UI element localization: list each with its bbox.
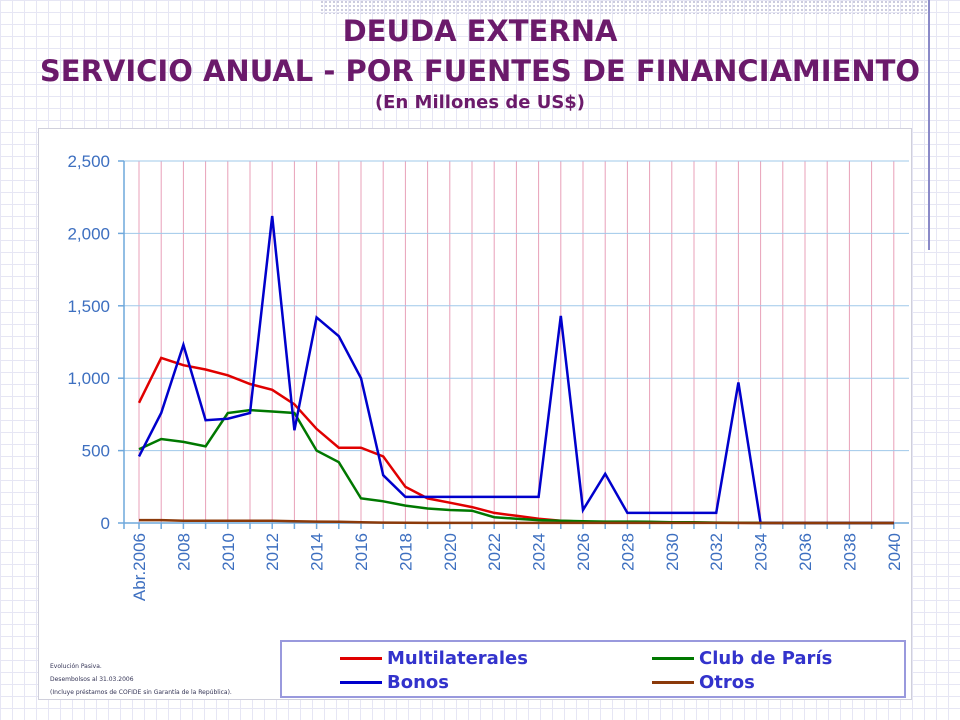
footnote-3: (Incluye préstamos de COFIDE sin Garantí… <box>50 689 232 696</box>
x-tick-label: 2038 <box>840 533 859 571</box>
y-tick-label: 1,500 <box>67 297 110 316</box>
legend-label-bonos: Bonos <box>387 672 449 693</box>
x-tick-label: 2018 <box>396 533 415 571</box>
legend-label-multilaterales: Multilaterales <box>387 648 528 669</box>
title-line-1: DEUDA EXTERNA <box>342 14 618 48</box>
x-tick-label: 2026 <box>574 533 593 571</box>
legend-label-otros: Otros <box>699 672 755 693</box>
series-line-otros <box>139 518 894 525</box>
x-tick-label: 2022 <box>485 533 504 571</box>
y-tick-label: 0 <box>101 514 110 533</box>
x-tick-label: 2032 <box>707 533 726 571</box>
legend-item-club-de-paris: Club de París <box>652 648 832 669</box>
decorative-top-band <box>320 0 930 14</box>
x-tick-label: 2014 <box>308 533 327 571</box>
legend-item-bonos: Bonos <box>340 672 449 693</box>
decorative-right-rule <box>928 0 930 250</box>
line-chart: 0 500 1,000 1,500 2,000 2,500 Abr.2006 2008 2010… <box>67 152 909 601</box>
x-tick-label: 2040 <box>885 533 904 571</box>
legend-swatch-bonos <box>340 681 382 684</box>
title-line-3: (En Millones de US$) <box>374 92 586 113</box>
x-tick-label: 2020 <box>441 533 460 571</box>
y-tick-label: 1,000 <box>67 369 110 388</box>
legend-item-multilaterales: Multilaterales <box>340 648 528 669</box>
legend-swatch-club-de-paris <box>652 657 694 660</box>
footnote-1: Evolución Pasiva. <box>50 663 102 670</box>
x-tick-label: 2010 <box>219 533 238 571</box>
legend-swatch-multilaterales <box>340 657 382 660</box>
x-tick-label: Abr.2006 <box>130 533 149 601</box>
x-tick-label: 2034 <box>752 533 771 571</box>
chart-legend: Multilaterales Club de París Bonos Otros <box>280 640 906 698</box>
footnotes: Evolución Pasiva. Desembolsos al 31.03.2… <box>50 660 275 699</box>
title-line-2: SERVICIO ANUAL - POR FUENTES DE FINANCIA… <box>39 54 921 88</box>
y-tick-label: 2,500 <box>67 152 110 171</box>
x-tick-label: 2028 <box>618 533 637 571</box>
legend-item-otros: Otros <box>652 672 755 693</box>
legend-label-club-de-paris: Club de París <box>699 648 833 669</box>
legend-swatch-otros <box>652 681 694 684</box>
footnote-2: Desembolsos al 31.03.2006 <box>50 676 134 683</box>
x-tick-label: 2016 <box>352 533 371 571</box>
x-tick-label: 2036 <box>796 533 815 571</box>
y-tick-label: 500 <box>82 442 110 461</box>
y-tick-label: 2,000 <box>67 224 110 243</box>
x-tick-label: 2008 <box>174 533 193 571</box>
x-tick-label: 2030 <box>663 533 682 571</box>
x-tick-label: 2024 <box>530 533 549 571</box>
x-tick-label: 2012 <box>263 533 282 571</box>
chart-frame: 0 500 1,000 1,500 2,000 2,500 Abr.2006 2008 2010… <box>38 128 912 700</box>
